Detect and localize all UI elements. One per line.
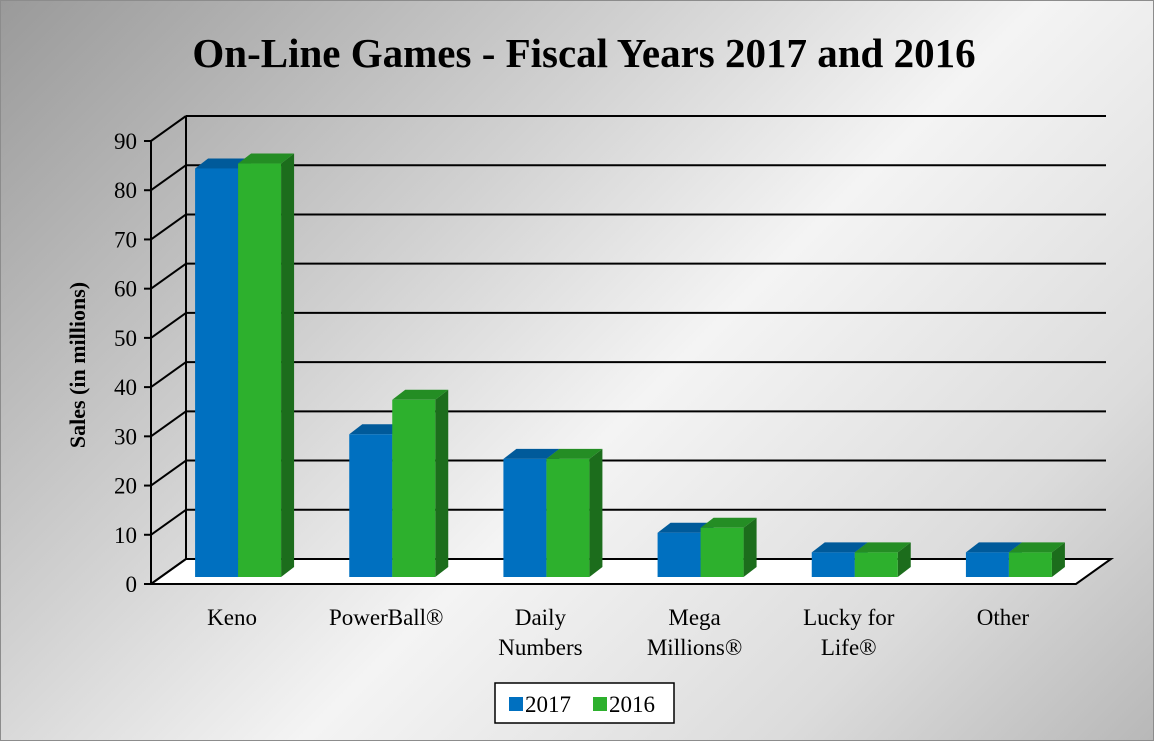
bar-top [392,389,449,400]
bar-front [1008,552,1052,577]
y-tick-label: 10 [114,523,137,548]
bar-2016 [1008,542,1065,577]
y-tick-label: 30 [114,424,137,449]
x-tick-label: Lucky for [803,605,895,630]
bar-front [811,552,855,577]
gridline-depth [150,164,187,192]
y-tick-label: 80 [114,178,137,203]
bar-2016 [238,153,295,578]
bar-top [854,542,911,553]
x-tick-label: Keno [207,605,257,630]
legend-box [494,682,675,724]
y-tick-label: 60 [114,277,137,302]
bar-front [195,168,239,577]
x-tick-label: Millions® [647,635,742,660]
labels: 0 10 20 30 40 50 60 70 80 90 Keno PowerBall® Daily Nu… [114,129,1029,660]
gridline-depth [150,262,187,290]
legend-swatch-2017 [509,697,523,711]
bar-top [195,158,252,169]
legend-label: 2016 [609,692,655,717]
bar-top [965,542,1022,553]
y-tick-label: 70 [114,227,137,252]
bar-side [589,448,603,577]
gridline-depth [150,361,187,388]
bar-front [854,552,898,577]
bar-2016 [854,542,911,577]
bar-top [657,522,714,533]
bar-front [657,532,701,577]
y-tick-label: 0 [126,572,138,597]
y-axis-label: Sales (in millions) [65,282,90,448]
y-tick-label: 50 [114,326,137,351]
bar-front [349,434,393,577]
y-tick-label: 20 [114,474,137,499]
grid [150,115,1106,585]
legend-swatch-2016 [593,697,607,711]
x-tick-label: Life® [821,635,877,660]
bar-2016 [700,517,757,577]
bar-top [503,448,560,459]
bar-front [392,399,436,577]
gridline-depth [150,115,187,142]
gridline-depth [150,410,187,438]
gridline-depth [150,213,187,241]
bar-top [1008,542,1065,553]
bars [195,153,1065,578]
x-tick-label: Other [977,605,1030,630]
gridline-depth [150,508,187,536]
bar-side [281,153,295,578]
bar-2016 [392,389,449,577]
bar-2016 [546,448,603,577]
x-tick-label: Mega [668,605,720,630]
y-tick-label: 90 [114,129,137,154]
x-tick-label: Daily [515,605,567,630]
gridline-depth [150,459,187,487]
x-tick-label: PowerBall® [329,605,444,630]
bar-front [503,458,547,577]
bar-top [811,542,868,553]
gridline-depth [150,312,187,339]
bar-front [238,163,282,578]
bar-top [349,424,406,435]
bar-side [435,389,449,577]
bar-top [238,153,295,164]
bar-front [546,458,590,577]
bar-top [700,517,757,528]
bar-front [965,552,1009,577]
x-tick-label: Numbers [498,635,582,660]
bar-side [897,542,911,577]
bar-top [546,448,603,459]
y-tick-label: 40 [114,375,137,400]
chart-title: On-Line Games - Fiscal Years 2017 and 20… [192,30,975,76]
bar-side [1051,542,1065,577]
bar-side [743,517,757,577]
legend-label: 2017 [525,692,571,717]
legend: 2017 2016 [494,682,675,724]
bar-front [700,527,744,577]
